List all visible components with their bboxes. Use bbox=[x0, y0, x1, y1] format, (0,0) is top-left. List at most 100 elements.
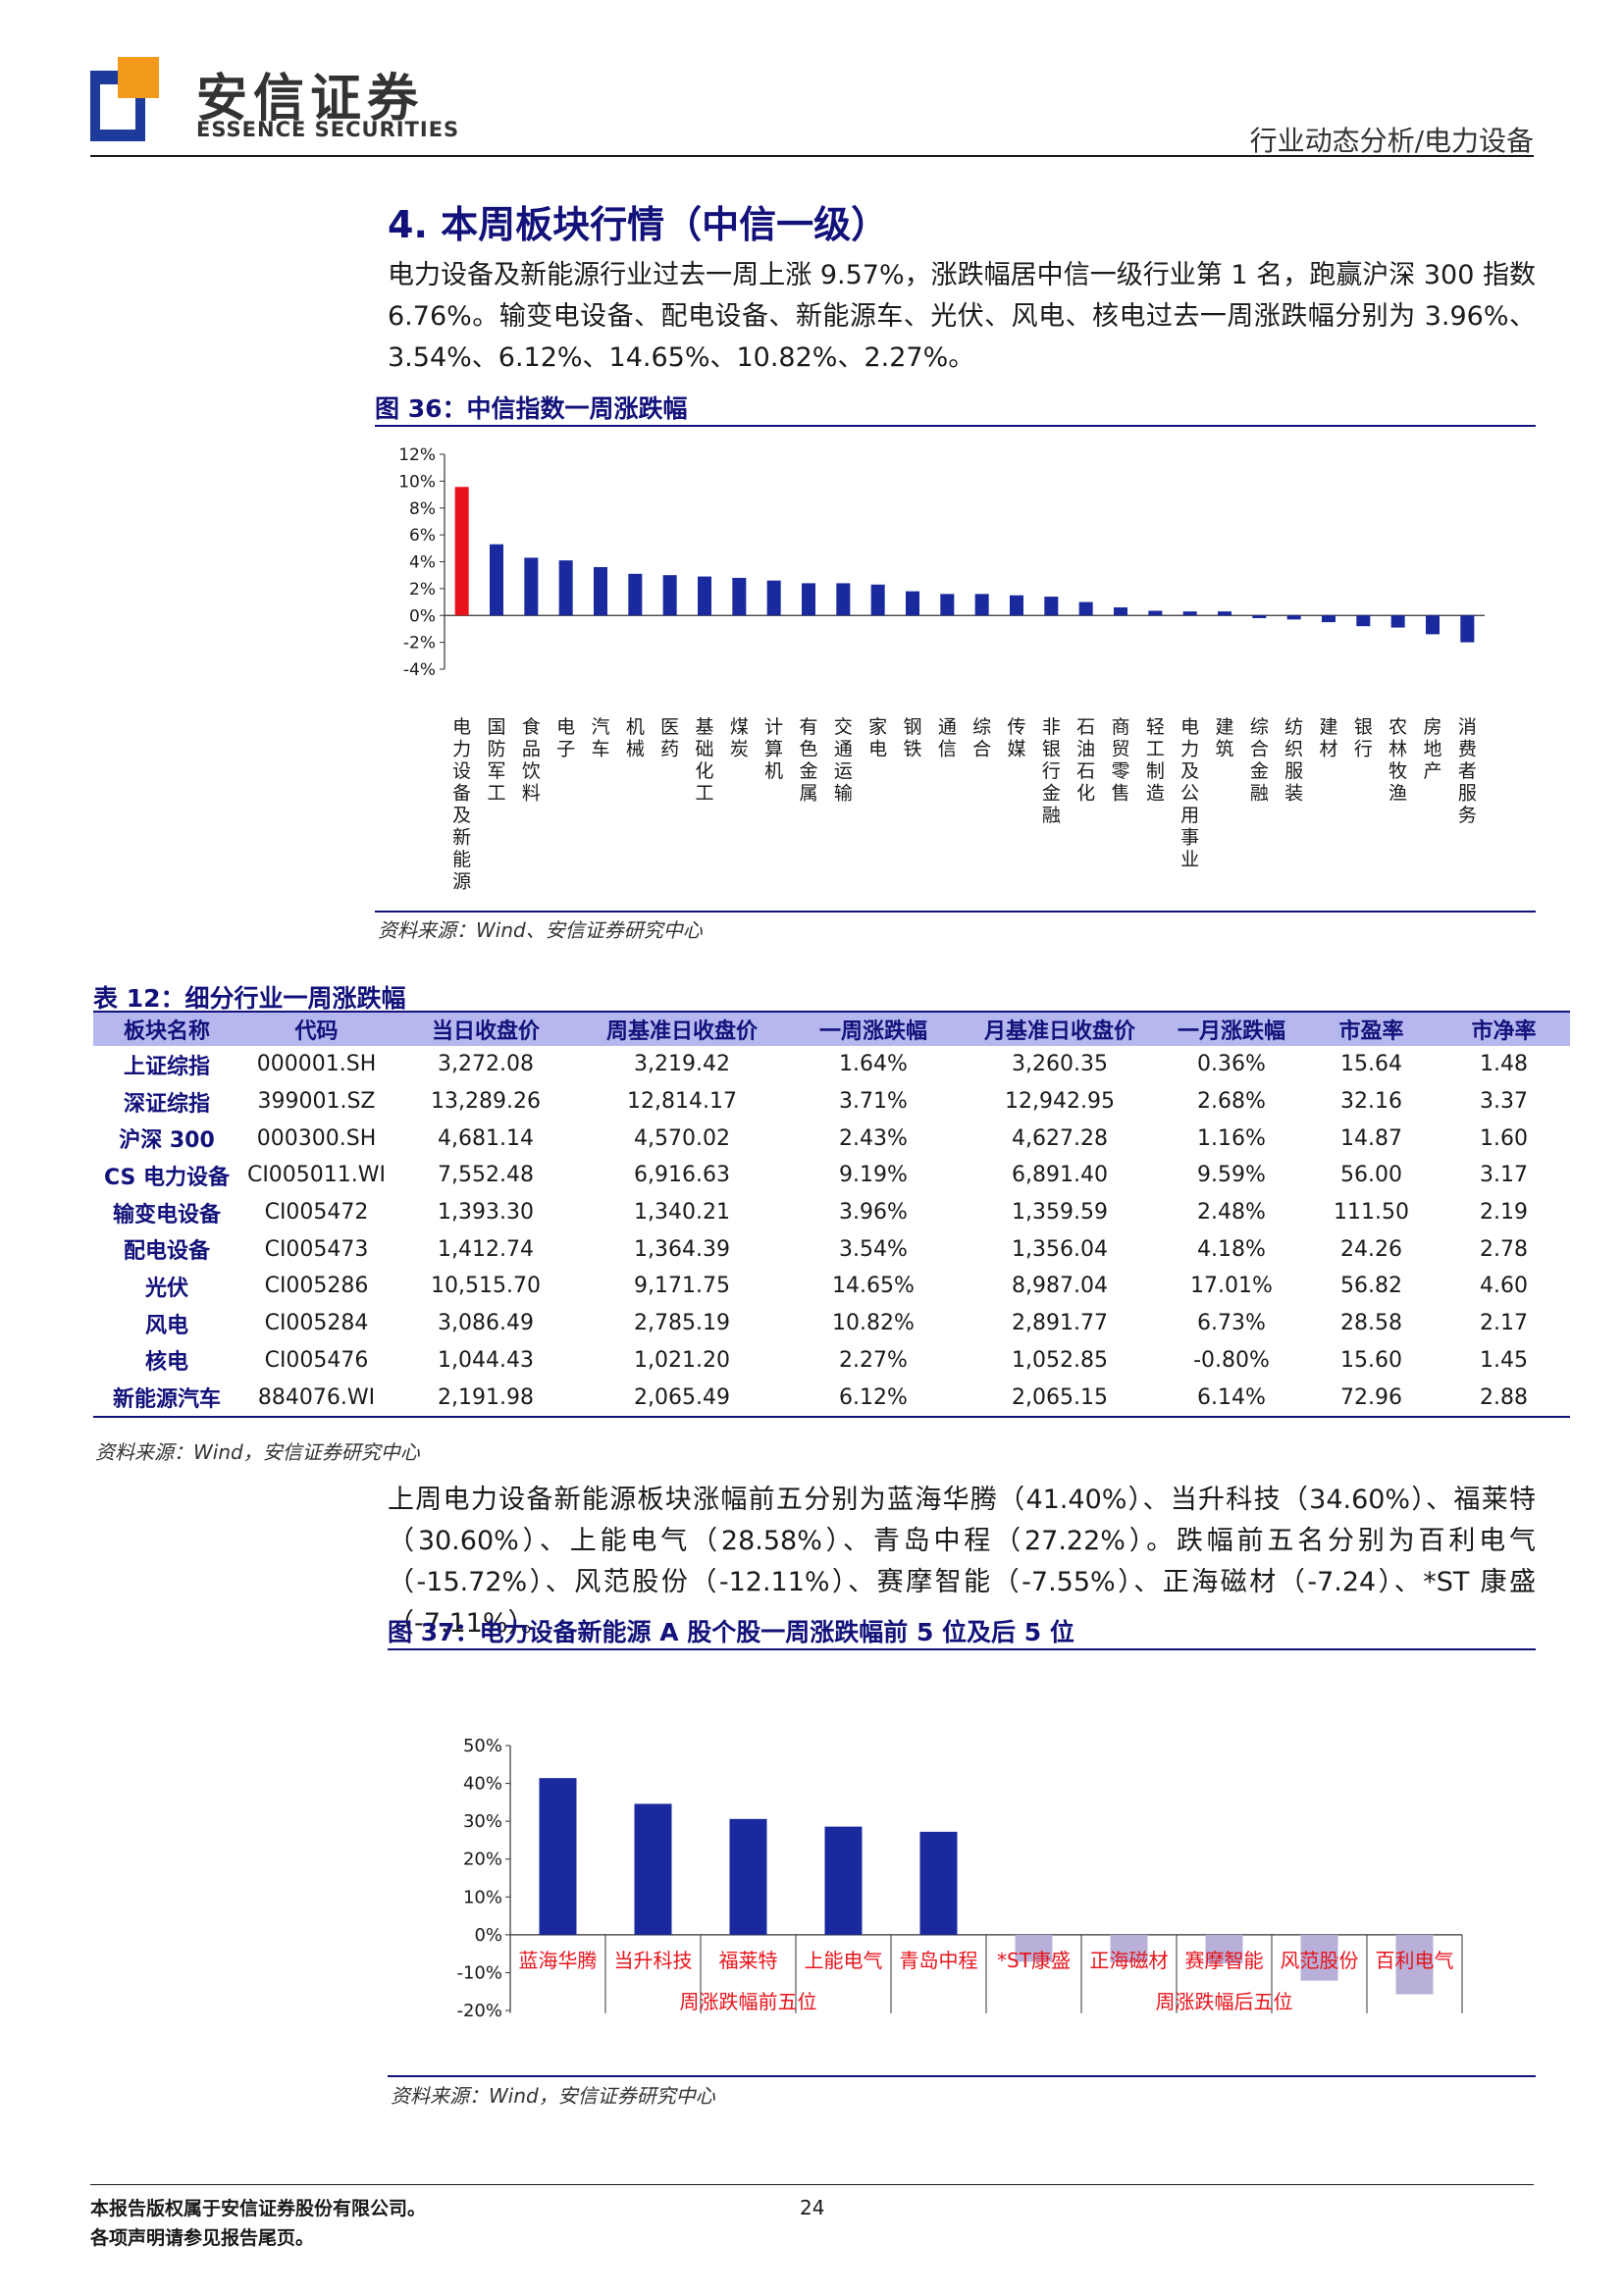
table-cell: 1,356.04 bbox=[1012, 1236, 1108, 1262]
x-tick-label: 工 bbox=[695, 783, 713, 805]
bar bbox=[1205, 1934, 1243, 1963]
table-row: 核电 CI005476 1,044.43 1,021.20 2.27% 1,052.85 -… bbox=[93, 1342, 1570, 1380]
bar bbox=[1182, 611, 1197, 616]
bar bbox=[1286, 615, 1301, 620]
bar bbox=[1395, 1934, 1434, 1995]
table-cell: 884076.WI bbox=[240, 1379, 393, 1418]
y-tick-label: 40% bbox=[463, 1774, 502, 1795]
x-tick-label: 及 bbox=[1180, 760, 1199, 782]
row-label: 输变电设备 bbox=[112, 1202, 221, 1227]
x-tick-label: 赛摩智能 bbox=[1185, 1949, 1264, 1972]
y-tick-label: 10% bbox=[463, 1887, 502, 1907]
x-tick-label: 工 bbox=[487, 783, 505, 805]
x-tick-label: 融 bbox=[1042, 805, 1061, 826]
x-tick-label: 者 bbox=[1458, 760, 1477, 782]
table-cell: 3.54% bbox=[839, 1236, 908, 1262]
x-tick-label: 信 bbox=[938, 739, 957, 760]
x-tick-label: 行 bbox=[1354, 739, 1373, 760]
table-row: 配电设备 CI005473 1,412.74 1,364.39 3.54% 1,356.0… bbox=[93, 1230, 1570, 1268]
y-tick-label: 20% bbox=[463, 1850, 502, 1870]
bar bbox=[1218, 611, 1231, 616]
x-tick-label: 铁 bbox=[903, 739, 921, 760]
bar bbox=[836, 583, 851, 616]
table-cell: 1.64% bbox=[839, 1052, 908, 1077]
x-tick-label: 林 bbox=[1388, 739, 1407, 760]
table-cell: CI005011.WI bbox=[246, 1163, 387, 1188]
x-tick-label: 机 bbox=[626, 716, 645, 738]
table-cell: 2,065.49 bbox=[579, 1379, 785, 1418]
x-tick-label: 交 bbox=[834, 716, 853, 738]
table-cell: 4.18% bbox=[1197, 1236, 1266, 1262]
table-cell: CI005476 bbox=[264, 1347, 369, 1373]
table-cell: 1,412.74 bbox=[438, 1236, 534, 1262]
x-tick-label: 装 bbox=[1284, 783, 1303, 805]
row-label: 上证综指 bbox=[123, 1054, 210, 1079]
table-cell: 1.48 bbox=[1480, 1052, 1528, 1077]
x-tick-label: 化 bbox=[1076, 783, 1095, 805]
x-tick-label: 力 bbox=[1180, 739, 1199, 760]
table-cell: 1,359.59 bbox=[1012, 1200, 1108, 1226]
x-tick-label: 金 bbox=[1042, 783, 1061, 805]
table-cell: 1.45 bbox=[1480, 1347, 1528, 1373]
logo-icon bbox=[90, 57, 159, 141]
table-cell: 56.82 bbox=[1340, 1274, 1402, 1299]
x-tick-label: 电 bbox=[1180, 716, 1199, 738]
x-tick-label: 服 bbox=[1458, 783, 1477, 805]
x-tick-label: 饮 bbox=[522, 760, 541, 782]
table-row: 光伏 CI005286 10,515.70 9,171.75 14.65% 8,987.0… bbox=[93, 1268, 1570, 1305]
bar bbox=[1460, 615, 1475, 643]
bar bbox=[1322, 615, 1336, 623]
table-cell: 14.65% bbox=[832, 1274, 915, 1299]
x-tick-label: 子 bbox=[556, 739, 575, 760]
x-tick-label: 有 bbox=[799, 716, 817, 738]
y-tick-label: 10% bbox=[398, 472, 436, 492]
y-tick-label: -4% bbox=[403, 660, 436, 680]
table-header-row: 板块名称 代码 当日收盘价 周基准日收盘价 一周涨跌幅 月基准日收盘价 一月涨跌幅 市盈率 市净… bbox=[93, 1011, 1570, 1046]
x-tick-label: 通 bbox=[834, 739, 853, 760]
x-tick-label: 算 bbox=[764, 739, 783, 760]
y-tick-label: -10% bbox=[456, 1962, 502, 1983]
bar bbox=[1252, 615, 1267, 618]
y-tick-label: 8% bbox=[409, 499, 436, 519]
table-row: 新能源汽车 884076.WI 2,191.98 2,065.49 6.12% 2,065… bbox=[93, 1379, 1570, 1418]
row-label: 新能源汽车 bbox=[93, 1379, 240, 1418]
table-cell: 0.36% bbox=[1197, 1052, 1266, 1077]
table-cell: 2.88 bbox=[1438, 1379, 1570, 1418]
table-cell: 6.12% bbox=[785, 1379, 962, 1418]
row-label: 光伏 bbox=[144, 1276, 188, 1301]
x-tick-label: 正海磁材 bbox=[1090, 1949, 1169, 1972]
sector-weekly-change-table: 板块名称 代码 当日收盘价 周基准日收盘价 一周涨跌幅 月基准日收盘价 一月涨跌幅 市盈率 市净… bbox=[93, 1011, 1570, 1418]
x-tick-label: 合 bbox=[972, 739, 991, 760]
bar bbox=[634, 1803, 672, 1935]
x-tick-label: 钢 bbox=[903, 716, 921, 738]
bar bbox=[1110, 1934, 1148, 1962]
top-bottom-stocks-paragraph: 上周电力设备新能源板块涨幅前五分别为蓝海华腾（41.40%）、当升科技（34.6… bbox=[388, 1485, 1536, 1639]
x-tick-label: 用 bbox=[1180, 805, 1199, 826]
x-tick-label: 费 bbox=[1458, 739, 1477, 760]
row-label: CS 电力设备 bbox=[103, 1165, 231, 1190]
table-cell: 1.16% bbox=[1197, 1125, 1266, 1151]
table-cell: 1,044.43 bbox=[438, 1347, 534, 1373]
x-tick-label: 及 bbox=[452, 805, 471, 826]
table-cell: 1,393.30 bbox=[438, 1200, 534, 1226]
figure-37-bottom-rule bbox=[388, 2075, 1536, 2077]
table-cell: 24.26 bbox=[1340, 1236, 1402, 1262]
x-tick-label: 金 bbox=[799, 760, 817, 782]
table-cell: 56.00 bbox=[1340, 1163, 1402, 1188]
figure-37-source: 资料来源：Wind，安信证券研究中心 bbox=[391, 2084, 715, 2108]
x-tick-label: 制 bbox=[1146, 760, 1165, 782]
x-tick-label: 当升科技 bbox=[614, 1949, 693, 1972]
x-tick-label: 防 bbox=[487, 739, 505, 760]
table-cell: 3,086.49 bbox=[438, 1311, 534, 1336]
x-tick-label: 牧 bbox=[1388, 760, 1407, 782]
bar bbox=[1010, 595, 1023, 616]
x-tick-label: 融 bbox=[1250, 783, 1269, 805]
column-header: 一周涨跌幅 bbox=[785, 1011, 962, 1046]
footer-divider bbox=[90, 2184, 1534, 2185]
section-title: 4. 本周板块行情（中信一级） bbox=[388, 203, 889, 246]
x-tick-label: 农 bbox=[1388, 716, 1407, 738]
table-cell: 2,065.15 bbox=[962, 1379, 1158, 1418]
row-label: 沪深 300 bbox=[119, 1128, 215, 1154]
bar bbox=[490, 544, 503, 616]
column-header: 板块名称 bbox=[93, 1011, 240, 1046]
